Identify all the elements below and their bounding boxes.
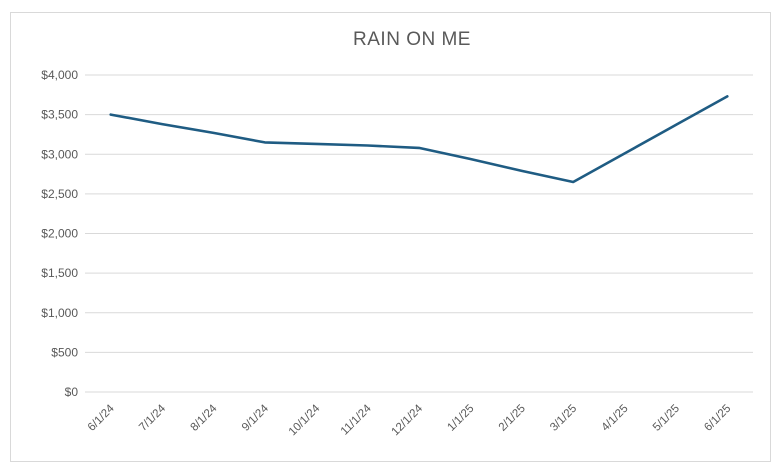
y-tick-label: $0 xyxy=(65,385,79,399)
x-tick-label: 3/1/25 xyxy=(548,403,579,434)
x-tick-label: 5/1/25 xyxy=(651,403,682,434)
x-tick-label: 8/1/24 xyxy=(188,402,220,434)
x-axis-labels: 6/1/24 7/1/24 8/1/24 9/1/24 10/1/24 11/1/24 12… xyxy=(86,402,734,438)
x-tick-label: 9/1/24 xyxy=(240,402,272,434)
x-tick-label: 7/1/24 xyxy=(137,402,169,434)
y-axis-labels: $0 $500 $1,000 $1,500 $2,000 $2,500 $3,000 $3,5… xyxy=(41,68,78,399)
y-tick-label: $500 xyxy=(51,345,78,359)
x-tick-label: 11/1/24 xyxy=(339,402,374,437)
y-tick-label: $1,000 xyxy=(41,306,78,320)
chart-frame xyxy=(10,12,771,462)
x-tick-label: 6/1/25 xyxy=(702,403,733,434)
x-tick-label: 4/1/25 xyxy=(600,403,631,434)
x-tick-label: 2/1/25 xyxy=(497,403,528,434)
x-tick-label: 1/1/25 xyxy=(445,403,476,434)
chart-title: RAIN ON ME xyxy=(353,29,471,50)
x-tick-label: 10/1/24 xyxy=(287,402,323,438)
y-tick-label: $3,500 xyxy=(41,108,78,122)
gridlines xyxy=(85,74,753,393)
x-tick-label: 12/1/24 xyxy=(390,402,426,438)
y-tick-label: $3,000 xyxy=(41,147,78,161)
data-series-line xyxy=(109,95,729,184)
y-tick-label: $1,500 xyxy=(41,266,78,280)
y-tick-label: $2,500 xyxy=(41,187,78,201)
y-tick-label: $2,000 xyxy=(41,227,78,241)
y-tick-label: $4,000 xyxy=(41,68,78,82)
x-tick-label: 6/1/24 xyxy=(86,402,118,434)
